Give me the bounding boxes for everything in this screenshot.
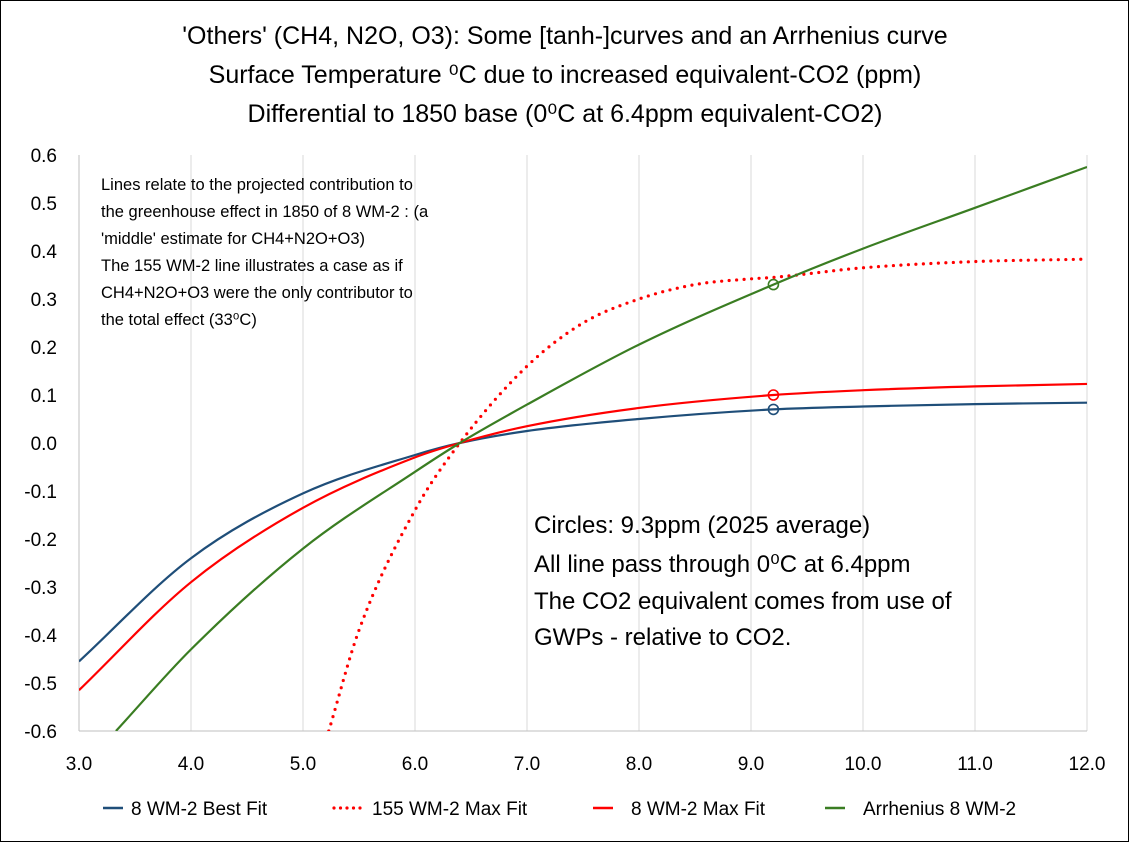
y-tick-label: -0.1 (24, 482, 57, 503)
circles-note-line: GWPs - relative to CO2. (534, 624, 791, 651)
y-tick-label: 0.6 (31, 146, 57, 167)
y-tick-label: -0.6 (24, 722, 57, 743)
circles-note: Circles: 9.3ppm (2025 average) All line … (534, 512, 952, 651)
chart-title: 'Others' (CH4, N2O, O3): Some [tanh-]cur… (182, 22, 947, 128)
lines-note-line: 'middle' estimate for CH4+N2O+O3) (101, 230, 365, 248)
y-tick-label: 0.4 (31, 242, 58, 263)
series-line-8-wm-2-best-fit (79, 401, 1087, 663)
lines-note-line: the total effect (33⁰C) (101, 311, 257, 329)
axes (78, 155, 1087, 732)
data-circle (767, 403, 780, 416)
circles-note-line: The CO2 equivalent comes from use of (534, 588, 952, 615)
x-tick-label: 9.0 (738, 754, 764, 775)
lines-note-line: The 155 WM-2 line illustrates a case as … (101, 257, 403, 275)
y-tick-label: 0.1 (31, 386, 57, 407)
series-lines (79, 165, 1087, 731)
x-tick-label: 8.0 (626, 754, 652, 775)
legend-label: 8 WM-2 Best Fit (131, 799, 268, 820)
x-tick-label: 3.0 (66, 754, 92, 775)
x-tick-label: 11.0 (957, 754, 993, 775)
x-tick-label: 10.0 (845, 754, 882, 775)
legend-label: Arrhenius 8 WM-2 (863, 799, 1016, 820)
lines-note-line: CH4+N2O+O3 were the only contributor to (101, 284, 413, 302)
y-tick-label: -0.5 (24, 674, 57, 695)
series-line-155-wm-2-max-fit (327, 257, 1087, 731)
title-line-1: 'Others' (CH4, N2O, O3): Some [tanh-]cur… (182, 22, 947, 50)
y-tick-label: 0.2 (31, 338, 57, 359)
x-tick-label: 5.0 (290, 754, 316, 775)
y-tick-label: -0.4 (24, 626, 57, 647)
y-tick-label: 0.0 (31, 434, 57, 455)
title-line-2: Surface Temperature ⁰C due to increased … (209, 61, 922, 89)
gridlines (190, 155, 1088, 731)
circles-note-line: All line pass through 0⁰C at 6.4ppm (534, 551, 911, 578)
x-tick-label: 7.0 (514, 754, 540, 775)
x-tick-label: 12.0 (1069, 754, 1106, 775)
data-circle (767, 389, 780, 401)
data-circles (767, 278, 780, 416)
x-tick-label: 4.0 (178, 754, 204, 775)
series-line-arrhenius-8-wm-2 (115, 165, 1087, 731)
y-tick-label: -0.2 (24, 530, 57, 551)
lines-note-line: Lines relate to the projected contributi… (101, 176, 413, 194)
x-axis-ticks: 3.0 4.0 5.0 6.0 7.0 8.0 9.0 10.0 11.0 12.0 (66, 754, 1106, 775)
y-tick-label: 0.5 (31, 194, 57, 215)
x-tick-label: 6.0 (402, 754, 428, 775)
title-line-3: Differential to 1850 base (0⁰C at 6.4ppm… (248, 100, 883, 128)
y-axis-ticks: 0.6 0.5 0.4 0.3 0.2 0.1 0.0 -0.1 -0.2 -0.3 -0.4 -0.… (24, 146, 57, 743)
legend-label: 155 WM-2 Max Fit (372, 799, 528, 820)
lines-note: Lines relate to the projected contributi… (101, 176, 429, 329)
data-circle (767, 278, 780, 291)
circles-note-line: Circles: 9.3ppm (2025 average) (534, 512, 870, 539)
legend: 8 WM-2 Best Fit 155 WM-2 Max Fit 8 WM-2 Ma… (103, 799, 1016, 820)
series-line-8-wm-2-max-fit (79, 382, 1087, 691)
lines-note-line: the greenhouse effect in 1850 of 8 WM-2 … (101, 203, 429, 221)
y-tick-label: -0.3 (24, 578, 57, 599)
y-tick-label: 0.3 (31, 290, 57, 311)
legend-label: 8 WM-2 Max Fit (631, 799, 766, 820)
